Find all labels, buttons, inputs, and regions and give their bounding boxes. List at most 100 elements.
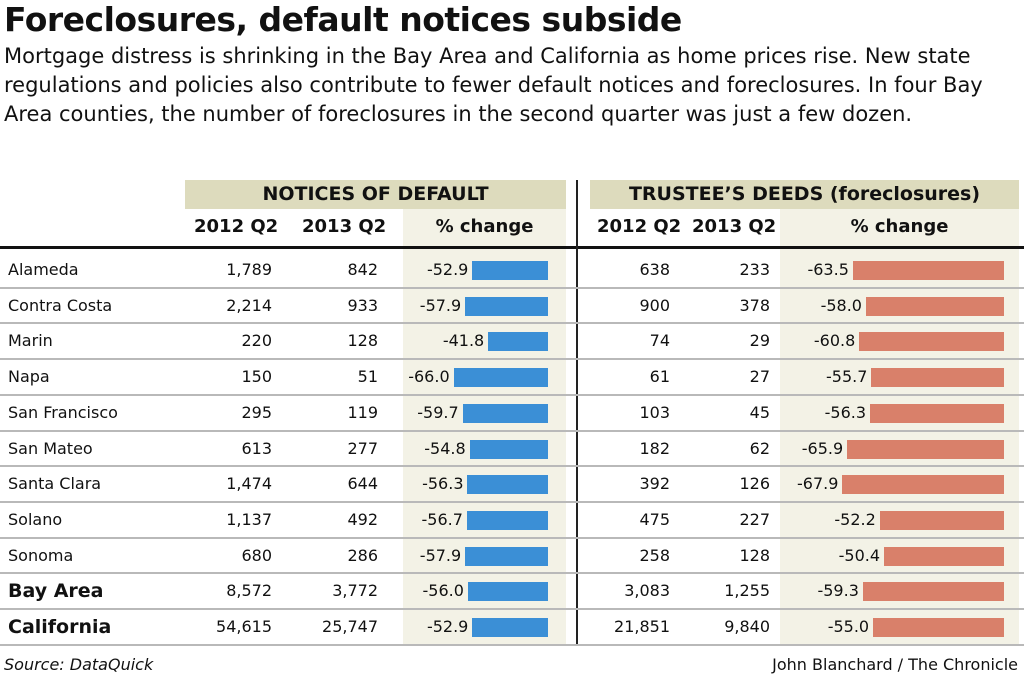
deeds-change-bar — [859, 332, 1004, 352]
notices-change-bar — [472, 618, 548, 637]
notices-2013-value: 933 — [347, 295, 378, 315]
deeds-change-value: -52.2 — [834, 509, 876, 529]
notices-change-bar — [469, 439, 548, 459]
deeds-2012-value: 3,083 — [624, 581, 670, 601]
col-header-notices-change: % change — [435, 216, 534, 237]
table-row: Sonoma 680 286 -57.9 258 128 -50.4 — [0, 538, 1024, 574]
notices-2012-value: 2,214 — [226, 295, 272, 315]
row-divider — [0, 608, 1024, 610]
deeds-2013-value: 45 — [749, 402, 770, 422]
notices-change-value: -57.9 — [419, 545, 462, 565]
chart-subtitle: Mortgage distress is shrinking in the Ba… — [4, 44, 983, 126]
notices-change-bar — [488, 332, 548, 352]
notices-change-bar — [466, 510, 548, 530]
deeds-2012-value: 900 — [639, 295, 670, 315]
deeds-change-value: -58.0 — [820, 295, 862, 315]
col-header-deeds-2012: 2012 Q2 — [597, 216, 682, 237]
row-divider — [0, 286, 1024, 289]
deeds-change-bar — [842, 475, 1004, 495]
deeds-change-value: -56.3 — [824, 402, 867, 422]
deeds-2013-value: 128 — [739, 545, 770, 565]
deeds-2013-value: 378 — [739, 295, 770, 315]
table-row: San Mateo 613 277 -54.8 182 62 -65.9 — [0, 431, 1024, 467]
deeds-2012-value: 74 — [649, 331, 670, 351]
notices-2013-value: 128 — [347, 331, 378, 351]
notices-2013-value: 51 — [357, 367, 378, 387]
notices-2013-value: 286 — [347, 545, 378, 565]
row-label: Santa Clara — [8, 474, 102, 494]
row-label: California — [8, 616, 112, 638]
row-label: Contra Costa — [8, 295, 113, 315]
source-note: Source: DataQuick — [4, 655, 154, 674]
deeds-2013-value: 29 — [749, 331, 770, 351]
table-row: California 54,615 25,747 -52.9 21,851 9,840 -5… — [0, 609, 1024, 645]
deeds-change-bar — [862, 582, 1004, 602]
deeds-change-value: -50.4 — [838, 545, 881, 565]
notices-2012-value: 150 — [241, 367, 272, 387]
deeds-change-bar — [852, 261, 1004, 280]
notices-2013-value: 3,772 — [332, 581, 378, 601]
notices-2012-value: 680 — [241, 545, 272, 565]
deeds-change-bar — [879, 510, 1004, 530]
row-label: San Mateo — [8, 438, 93, 458]
deeds-2012-value: 182 — [639, 438, 670, 458]
row-divider — [0, 465, 1024, 468]
deeds-change-value: -55.0 — [827, 617, 870, 636]
deeds-2013-value: 1,255 — [724, 581, 770, 601]
row-divider — [0, 429, 1024, 432]
notices-change-value: -52.9 — [426, 260, 469, 279]
deeds-change-bar — [884, 546, 1004, 566]
deeds-change-bar — [847, 439, 1004, 459]
credit-line: John Blanchard / The Chronicle — [772, 655, 1018, 674]
notices-2013-value: 492 — [347, 509, 378, 529]
table-row: Solano 1,137 492 -56.7 475 227 -52.2 — [0, 502, 1024, 538]
group-divider — [576, 180, 578, 646]
notices-change-bar — [462, 403, 548, 423]
notices-change-value: -52.9 — [426, 617, 469, 636]
notices-2013-value: 644 — [347, 474, 378, 494]
notices-2013-value: 119 — [347, 402, 378, 422]
notices-2012-value: 1,474 — [226, 474, 272, 494]
deeds-2013-value: 9,840 — [724, 617, 770, 636]
notices-2012-value: 220 — [241, 331, 272, 351]
deeds-change-value: -60.8 — [813, 331, 856, 351]
col-header-deeds-2013: 2013 Q2 — [692, 216, 777, 237]
row-label: Bay Area — [8, 580, 104, 603]
notices-change-value: -56.7 — [421, 509, 463, 529]
table-row: Marin 220 128 -41.8 74 29 -60.8 — [0, 323, 1024, 359]
row-divider — [0, 322, 1024, 325]
notices-header: NOTICES OF DEFAULT — [185, 180, 566, 209]
deeds-2012-value: 258 — [639, 545, 670, 565]
notices-change-value: -56.3 — [422, 474, 464, 494]
row-label: Marin — [8, 331, 53, 351]
deeds-change-value: -63.5 — [807, 260, 849, 279]
notices-change-bar — [465, 296, 548, 316]
deeds-change-value: -59.3 — [817, 581, 859, 601]
row-divider — [0, 358, 1024, 361]
deeds-2012-value: 61 — [649, 367, 670, 387]
col-header-notices-2012: 2012 Q2 — [194, 216, 279, 237]
deeds-2013-value: 233 — [739, 260, 770, 279]
deeds-2012-value: 475 — [639, 509, 670, 529]
table-row: Alameda 1,789 842 -52.9 638 233 -63.5 — [0, 252, 1024, 288]
notices-2012-value: 1,789 — [226, 260, 272, 279]
notices-change-value: -56.0 — [422, 581, 464, 601]
deeds-2013-value: 27 — [749, 367, 770, 387]
notices-change-value: -54.8 — [424, 438, 466, 458]
row-divider — [0, 643, 1024, 646]
notices-2012-value: 8,572 — [226, 581, 272, 601]
table-row: Contra Costa 2,214 933 -57.9 900 378 -58.0 — [0, 288, 1024, 324]
notices-change-bar — [465, 546, 548, 566]
notices-change-value: -57.9 — [419, 295, 462, 315]
notices-change-value: -59.7 — [417, 402, 459, 422]
row-divider — [0, 536, 1024, 539]
row-label: Alameda — [8, 260, 79, 279]
deeds-2012-value: 638 — [639, 260, 670, 279]
deeds-header: TRUSTEE’S DEEDS (foreclosures) — [590, 180, 1019, 209]
notices-2013-value: 842 — [347, 260, 378, 279]
notices-2013-value: 25,747 — [322, 617, 378, 636]
deeds-change-bar — [865, 296, 1004, 316]
deeds-2013-value: 227 — [739, 509, 770, 529]
row-label: Napa — [8, 367, 50, 387]
col-header-deeds-change: % change — [850, 216, 949, 237]
